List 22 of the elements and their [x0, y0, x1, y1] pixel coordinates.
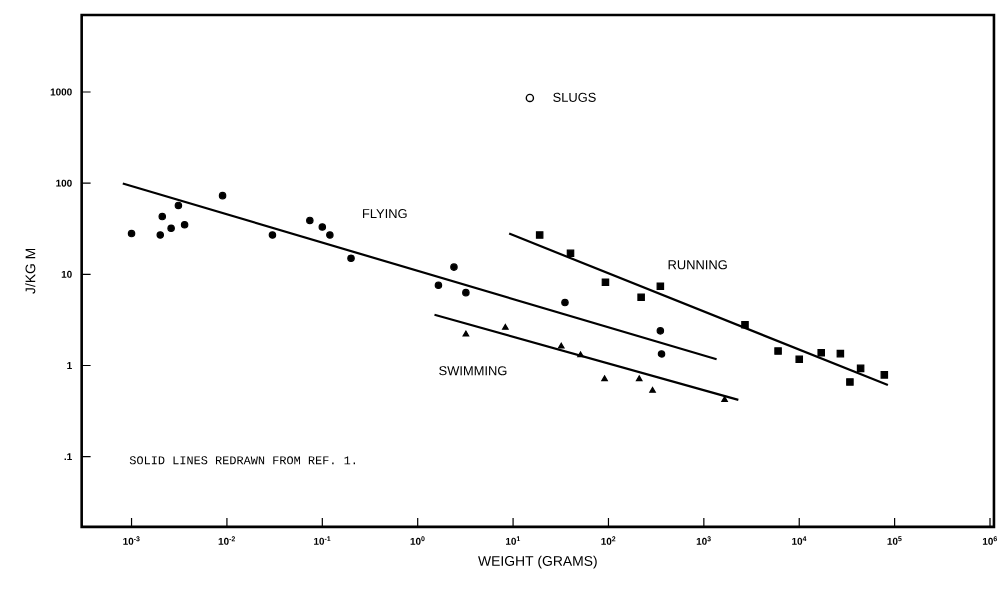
- x-tick-label: 10$^{5}$: [887, 536, 902, 546]
- x-axis-title: WEIGHT (GRAMS): [478, 555, 597, 569]
- y-axis-title: J/KG M: [25, 249, 36, 295]
- text: SWIMMING: [439, 366, 507, 376]
- y-tick-label: 10: [61, 271, 72, 279]
- y-tick-label: 1000: [50, 88, 72, 96]
- y-tick-label: .1: [64, 453, 72, 461]
- x-tick-label: 10$^{4}$: [792, 536, 807, 546]
- x-tick-label: 10$^{1}$: [506, 536, 521, 546]
- y-tick-label: 100: [56, 179, 72, 187]
- series-label: RUNNING: [668, 260, 727, 270]
- x-tick-label: 10$^{0}$: [410, 536, 425, 546]
- x-tick-label: 10$^{3}$: [696, 536, 711, 546]
- x-tick-label: 10$^{-2}$: [218, 536, 235, 546]
- x-tick-label: 10$^{-1}$: [314, 536, 331, 546]
- x-tick-label: 10$^{6}$: [982, 536, 997, 546]
- text: FLYING: [363, 209, 407, 219]
- x-tick-label: 10$^{-3}$: [123, 536, 140, 546]
- series-label: SLUGS: [553, 93, 596, 103]
- annotation: SOLID LINES REDRAWN FROM REF. 1.: [129, 456, 356, 465]
- x-tick-label: 10$^{2}$: [601, 536, 616, 546]
- y-tick-label: 1: [67, 362, 72, 370]
